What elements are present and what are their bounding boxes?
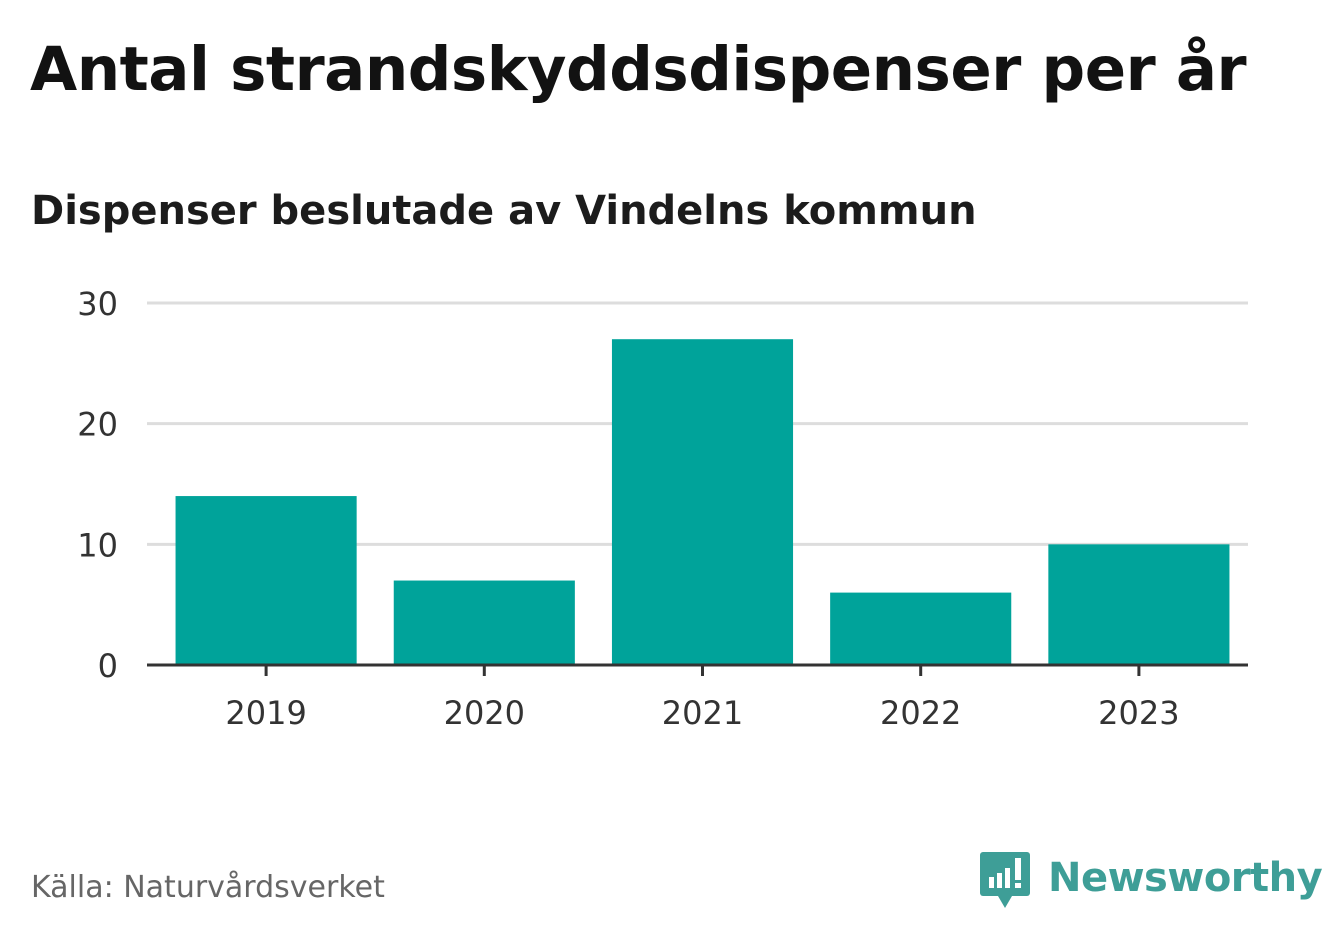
bar-2020 bbox=[393, 580, 575, 665]
bar-2022 bbox=[830, 592, 1012, 665]
source-note: Källa: Naturvårdsverket bbox=[31, 870, 385, 905]
chart-title: Antal strandskyddsdispenser per år bbox=[30, 34, 1247, 105]
y-tick-label: 0 bbox=[98, 647, 118, 685]
x-tick-label: 2020 bbox=[444, 694, 525, 732]
bar-chart: 0 10 20 30 2019 2020 2021 2022 2023 bbox=[77, 285, 1248, 732]
y-axis-ticks: 0 10 20 30 bbox=[77, 285, 118, 685]
bar-2021 bbox=[611, 339, 794, 665]
x-tick-label: 2023 bbox=[1098, 694, 1179, 732]
x-tick-label: 2022 bbox=[880, 694, 961, 732]
x-tick-label: 2019 bbox=[225, 694, 306, 732]
chart-subtitle: Dispenser beslutade av Vindelns kommun bbox=[31, 188, 977, 234]
bars bbox=[175, 339, 1230, 665]
brand-name: Newsworthy bbox=[1048, 855, 1322, 901]
y-tick-label: 10 bbox=[77, 526, 118, 564]
x-axis: 2019 2020 2021 2022 2023 bbox=[147, 663, 1248, 732]
newsworthy-logo-icon bbox=[980, 852, 1030, 908]
bar-2023 bbox=[1048, 544, 1230, 665]
x-tick-label: 2021 bbox=[662, 694, 743, 732]
y-tick-label: 20 bbox=[77, 406, 118, 444]
brand-logo: Newsworthy bbox=[980, 846, 1322, 910]
y-tick-label: 30 bbox=[77, 285, 118, 323]
bar-2019 bbox=[175, 496, 357, 665]
